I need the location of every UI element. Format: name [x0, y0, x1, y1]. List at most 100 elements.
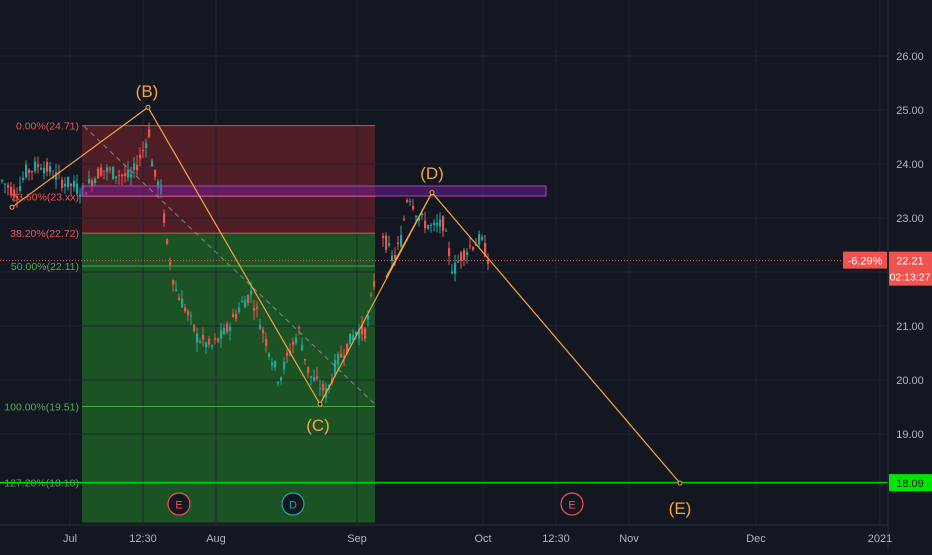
- candle-down: [154, 169, 157, 177]
- candle-down: [403, 219, 406, 221]
- candle-up: [133, 163, 136, 170]
- candle-down: [139, 154, 142, 159]
- wave-point[interactable]: [145, 104, 151, 110]
- candle-up: [454, 262, 457, 274]
- candle-up: [25, 164, 28, 178]
- countdown-text: 02:13:27: [890, 272, 931, 284]
- wave-label: (C): [306, 416, 330, 435]
- candle-down: [217, 338, 220, 342]
- y-tick-label: 21.00: [896, 321, 924, 333]
- candle-down: [109, 168, 112, 170]
- candle-down: [163, 213, 166, 223]
- candle-up: [40, 168, 43, 170]
- candle-down: [316, 376, 319, 379]
- candle-down: [412, 205, 415, 210]
- change-badge: [843, 251, 887, 269]
- candle-down: [97, 168, 100, 179]
- level-badge: [889, 474, 932, 492]
- candle-up: [22, 177, 25, 180]
- candle-up: [457, 261, 460, 263]
- candle-down: [463, 250, 466, 261]
- candle-up: [73, 180, 76, 188]
- candle-up: [190, 315, 193, 317]
- candle-down: [442, 216, 445, 231]
- candle-up: [67, 176, 70, 188]
- candle-up: [115, 176, 118, 179]
- fib-label: 127.20%(18.10): [4, 478, 79, 490]
- candle-up: [451, 271, 454, 274]
- candle-up: [355, 331, 358, 336]
- candle-down: [307, 366, 310, 374]
- candle-down: [193, 324, 196, 331]
- candle-down: [364, 328, 367, 339]
- candle-down: [487, 259, 490, 264]
- event-marker-label: D: [289, 500, 297, 512]
- candle-down: [385, 235, 388, 250]
- candle-up: [220, 330, 223, 339]
- candle-up: [400, 235, 403, 247]
- candle-down: [298, 327, 301, 329]
- candle-up: [313, 376, 316, 382]
- candle-down: [13, 189, 16, 198]
- candle-down: [37, 164, 40, 168]
- candle-down: [136, 164, 139, 171]
- candle-up: [295, 337, 298, 344]
- candle-up: [157, 181, 160, 189]
- candle-down: [7, 185, 10, 188]
- candle-up: [301, 345, 304, 351]
- candle-up: [229, 326, 232, 331]
- candle-up: [181, 298, 184, 308]
- event-marker[interactable]: [167, 492, 191, 516]
- candle-up: [196, 333, 199, 343]
- event-marker-label: E: [568, 500, 575, 512]
- candle-down: [178, 297, 181, 301]
- candle-down: [382, 235, 385, 238]
- candle-up: [79, 194, 82, 197]
- y-tick-label: 19.00: [896, 429, 924, 441]
- candle-down: [262, 329, 265, 334]
- candle-up: [481, 236, 484, 240]
- event-marker[interactable]: [560, 492, 584, 516]
- candle-up: [151, 161, 154, 167]
- wave-label: (D): [420, 164, 444, 183]
- level-badge-text: 18.09: [896, 478, 924, 490]
- candle-down: [169, 261, 172, 265]
- candle-down: [286, 352, 289, 356]
- candle-up: [430, 224, 433, 226]
- wave-label: (B): [136, 82, 159, 101]
- wave-point[interactable]: [429, 190, 435, 196]
- candle-down: [235, 313, 238, 319]
- change-badge-text: -6.29%: [848, 256, 883, 268]
- candle-up: [268, 353, 271, 357]
- candle-down: [184, 307, 187, 312]
- event-marker[interactable]: [281, 492, 305, 516]
- candle-up: [427, 225, 430, 229]
- wave-point[interactable]: [677, 480, 683, 486]
- candle-up: [145, 143, 148, 149]
- candle-up: [388, 243, 391, 246]
- candle-down: [124, 173, 127, 176]
- candle-up: [127, 169, 130, 178]
- wave-point[interactable]: [317, 401, 323, 407]
- candle-down: [187, 311, 190, 315]
- candle-down: [304, 358, 307, 361]
- candle-up: [277, 382, 280, 384]
- candle-down: [16, 196, 19, 199]
- fib-label: 100.00%(19.51): [4, 401, 79, 413]
- candle-down: [322, 383, 325, 391]
- wave-point[interactable]: [9, 204, 15, 210]
- candle-down: [208, 339, 211, 345]
- candle-up: [244, 300, 247, 308]
- last-price-badge: [889, 251, 932, 286]
- candle-down: [469, 245, 472, 247]
- x-tick-label: Dec: [746, 533, 766, 545]
- candle-up: [130, 174, 133, 178]
- candle-down: [232, 314, 235, 318]
- x-tick-label: Aug: [206, 533, 226, 545]
- candle-down: [142, 150, 145, 152]
- candle-down: [103, 170, 106, 172]
- candle-down: [361, 324, 364, 335]
- candle-down: [70, 183, 73, 186]
- x-tick-label: 12:30: [129, 533, 157, 545]
